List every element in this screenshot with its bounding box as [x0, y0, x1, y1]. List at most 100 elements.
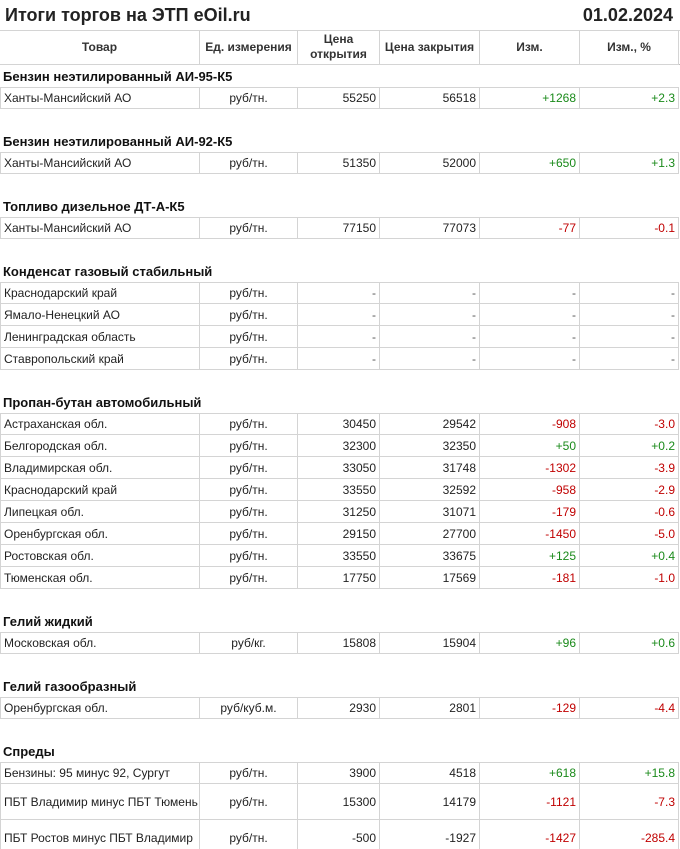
unit: руб/тн.	[200, 479, 298, 501]
open-price: 55250	[298, 87, 380, 109]
change-percent: -0.1	[580, 217, 679, 239]
close-price: 15904	[380, 632, 480, 654]
close-price: -	[380, 304, 480, 326]
product: Краснодарский край	[0, 282, 200, 304]
close-price: 77073	[380, 217, 480, 239]
unit: руб/тн.	[200, 762, 298, 784]
unit: руб/тн.	[200, 87, 298, 109]
section-heading: Гелий газообразный	[3, 678, 137, 694]
open-price: 32300	[298, 435, 380, 457]
product: Тюменская обл.	[0, 567, 200, 589]
close-price: 31748	[380, 457, 480, 479]
product: Белгородская обл.	[0, 435, 200, 457]
section-heading: Топливо дизельное ДТ-А-К5	[3, 198, 185, 214]
product: Московская обл.	[0, 632, 200, 654]
column-header: Изм., %	[580, 30, 679, 65]
change-percent: -	[580, 348, 679, 370]
unit: руб/тн.	[200, 152, 298, 174]
unit: руб/тн.	[200, 282, 298, 304]
open-price: 15300	[298, 784, 380, 820]
open-price: 31250	[298, 501, 380, 523]
close-price: 14179	[380, 784, 480, 820]
product: ПБТ Ростов минус ПБТ Владимир	[0, 820, 200, 849]
change-percent: -3.9	[580, 457, 679, 479]
change-percent: +15.8	[580, 762, 679, 784]
close-price: 32350	[380, 435, 480, 457]
product: Липецкая обл.	[0, 501, 200, 523]
change-percent: +2.3	[580, 87, 679, 109]
change-percent: -0.6	[580, 501, 679, 523]
unit: руб/тн.	[200, 567, 298, 589]
change: -1302	[480, 457, 580, 479]
open-price: 3900	[298, 762, 380, 784]
product: Бензины: 95 минус 92, Сургут	[0, 762, 200, 784]
open-price: -	[298, 282, 380, 304]
product: Ростовская обл.	[0, 545, 200, 567]
change: -1450	[480, 523, 580, 545]
close-price: 31071	[380, 501, 480, 523]
unit: руб/тн.	[200, 413, 298, 435]
column-header: Цена открытия	[298, 30, 380, 65]
change: -1427	[480, 820, 580, 849]
open-price: 30450	[298, 413, 380, 435]
close-price: -	[380, 326, 480, 348]
unit: руб/тн.	[200, 457, 298, 479]
unit: руб/тн.	[200, 435, 298, 457]
unit: руб/тн.	[200, 326, 298, 348]
section-heading: Гелий жидкий	[3, 613, 93, 629]
change: +50	[480, 435, 580, 457]
product: Владимирская обл.	[0, 457, 200, 479]
change-percent: -2.9	[580, 479, 679, 501]
unit: руб/тн.	[200, 304, 298, 326]
unit: руб/тн.	[200, 545, 298, 567]
close-price: 56518	[380, 87, 480, 109]
close-price: 27700	[380, 523, 480, 545]
product: Ханты-Мансийский АО	[0, 217, 200, 239]
change-percent: +0.6	[580, 632, 679, 654]
product: Оренбургская обл.	[0, 523, 200, 545]
product: ПБТ Владимир минус ПБТ Тюмень	[0, 784, 200, 820]
close-price: 17569	[380, 567, 480, 589]
change: +650	[480, 152, 580, 174]
change-percent: -	[580, 282, 679, 304]
open-price: -500	[298, 820, 380, 849]
change: -958	[480, 479, 580, 501]
close-price: 33675	[380, 545, 480, 567]
unit: руб/тн.	[200, 348, 298, 370]
change-percent: +0.2	[580, 435, 679, 457]
change: -	[480, 282, 580, 304]
close-price: 29542	[380, 413, 480, 435]
change-percent: -285.4	[580, 820, 679, 849]
open-price: 51350	[298, 152, 380, 174]
section-heading: Пропан-бутан автомобильный	[3, 394, 202, 410]
open-price: 15808	[298, 632, 380, 654]
open-price: 33050	[298, 457, 380, 479]
open-price: 29150	[298, 523, 380, 545]
close-price: 2801	[380, 697, 480, 719]
product: Ямало-Ненецкий АО	[0, 304, 200, 326]
close-price: 4518	[380, 762, 480, 784]
change: -1121	[480, 784, 580, 820]
open-price: 77150	[298, 217, 380, 239]
change-percent: -5.0	[580, 523, 679, 545]
unit: руб/куб.м.	[200, 697, 298, 719]
close-price: -	[380, 348, 480, 370]
date: 01.02.2024	[582, 4, 673, 25]
open-price: 33550	[298, 479, 380, 501]
section-heading: Бензин неэтилированный АИ-95-К5	[3, 68, 233, 84]
change: -908	[480, 413, 580, 435]
product: Краснодарский край	[0, 479, 200, 501]
open-price: 2930	[298, 697, 380, 719]
change-percent: -1.0	[580, 567, 679, 589]
unit: руб/тн.	[200, 784, 298, 820]
close-price: -	[380, 282, 480, 304]
product: Ханты-Мансийский АО	[0, 152, 200, 174]
change: +618	[480, 762, 580, 784]
product: Оренбургская обл.	[0, 697, 200, 719]
open-price: -	[298, 304, 380, 326]
close-price: -1927	[380, 820, 480, 849]
change-percent: -3.0	[580, 413, 679, 435]
unit: руб/тн.	[200, 820, 298, 849]
change: +1268	[480, 87, 580, 109]
